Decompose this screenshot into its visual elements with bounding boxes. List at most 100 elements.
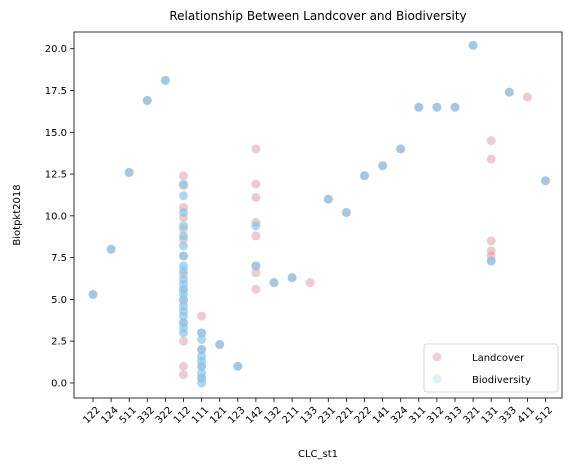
landcover-point <box>251 192 261 202</box>
landcover-point <box>486 246 496 256</box>
biodiversity-point <box>504 87 514 97</box>
x-tick-label: 511 <box>118 405 139 426</box>
x-tick-label: 311 <box>407 405 428 426</box>
biodiversity-point <box>197 361 207 371</box>
y-tick-label: 17.5 <box>45 86 67 97</box>
y-tick-label: 5.0 <box>51 295 67 306</box>
legend-label-landcover: Landcover <box>472 353 525 364</box>
x-tick-label: 132 <box>262 405 283 426</box>
x-tick-label: 322 <box>154 405 175 426</box>
y-tick-label: 2.5 <box>51 337 67 348</box>
biodiversity-point <box>197 378 207 388</box>
biodiversity-point <box>269 278 279 288</box>
biodiversity-point <box>197 328 207 338</box>
biodiversity-point <box>432 102 442 112</box>
x-tick-label: 312 <box>425 405 446 426</box>
landcover-point <box>197 311 207 321</box>
x-tick-label: 142 <box>244 405 265 426</box>
landcover-point <box>486 236 496 246</box>
biodiversity-point <box>160 75 170 85</box>
biodiversity-point <box>179 328 188 338</box>
biodiversity-point <box>179 191 188 201</box>
landcover-point <box>251 144 261 154</box>
landcover-point <box>179 370 188 380</box>
chart-title: Relationship Between Landcover and Biodi… <box>169 9 466 23</box>
x-tick-label: 133 <box>299 405 320 426</box>
landcover-point <box>251 231 261 241</box>
biodiversity-point <box>179 294 188 304</box>
x-tick-label: 123 <box>226 405 247 426</box>
biodiversity-point <box>287 273 297 283</box>
landcover-point <box>179 361 188 371</box>
biodiversity-point <box>341 207 351 217</box>
biodiversity-point <box>396 144 406 154</box>
biodiversity-point <box>323 194 333 204</box>
biodiversity-point <box>197 345 207 355</box>
landcover-point <box>251 179 261 189</box>
legend-marker-landcover <box>432 352 442 362</box>
x-tick-label: 411 <box>516 405 537 426</box>
biodiversity-point <box>378 161 388 171</box>
x-tick-label: 122 <box>81 405 102 426</box>
biodiversity-point <box>179 241 188 251</box>
biodiversity-point <box>124 167 134 177</box>
biodiversity-point <box>360 171 369 181</box>
x-tick-label: 141 <box>371 405 392 426</box>
data-points <box>88 40 550 388</box>
biodiversity-point <box>88 289 98 299</box>
x-tick-label: 333 <box>498 405 519 426</box>
biodiversity-point <box>541 176 550 186</box>
biodiversity-point <box>450 102 460 112</box>
biodiversity-point <box>106 244 116 254</box>
biodiversity-point <box>179 251 188 261</box>
biodiversity-point <box>179 179 188 189</box>
biodiversity-point <box>414 102 424 112</box>
biodiversity-point <box>251 261 261 271</box>
biodiversity-point <box>233 361 243 371</box>
landcover-point <box>251 268 261 278</box>
biodiversity-point <box>142 96 152 106</box>
y-axis-ticks: 0.0 2.5 5.0 7.5 10.0 12.5 15.0 17.5 20.0 <box>45 44 74 389</box>
x-tick-label: 121 <box>208 405 229 426</box>
x-tick-label: 222 <box>353 405 374 426</box>
x-tick-label: 321 <box>461 405 482 426</box>
plot-frame <box>73 31 563 399</box>
biodiversity-point <box>179 207 188 217</box>
x-tick-label: 112 <box>172 405 193 426</box>
x-tick-label: 221 <box>335 405 356 426</box>
x-tick-label: 313 <box>443 405 464 426</box>
biodiversity-point <box>486 256 496 266</box>
biodiversity-point <box>179 311 188 321</box>
y-tick-label: 10.0 <box>45 211 67 222</box>
biodiversity-point <box>468 40 478 50</box>
x-axis-label: CLC_st1 <box>298 449 338 460</box>
biodiversity-point <box>251 221 261 231</box>
x-axis-ticks: 1221245113323221121111211231421322111332… <box>81 398 555 426</box>
y-tick-label: 20.0 <box>45 44 67 55</box>
landcover-point <box>305 278 315 288</box>
legend-label-biodiversity: Biodiversity <box>472 375 531 386</box>
y-tick-label: 0.0 <box>51 378 67 389</box>
landcover-point <box>179 336 188 346</box>
y-tick-label: 15.0 <box>45 128 67 139</box>
landcover-point <box>251 284 261 294</box>
x-tick-label: 124 <box>99 405 120 426</box>
legend: Landcover Biodiversity <box>423 343 559 393</box>
biodiversity-point <box>179 231 188 241</box>
biodiversity-point <box>197 335 207 345</box>
x-tick-label: 111 <box>190 405 211 426</box>
x-tick-label: 231 <box>317 405 338 426</box>
landcover-point <box>486 136 496 146</box>
y-tick-label: 12.5 <box>45 170 67 181</box>
x-tick-label: 324 <box>389 405 410 426</box>
biodiversity-point <box>179 221 188 231</box>
legend-marker-biodiversity <box>432 374 442 384</box>
x-tick-label: 131 <box>480 405 501 426</box>
biodiversity-point <box>215 340 225 350</box>
y-tick-label: 7.5 <box>51 253 67 264</box>
landcover-point <box>522 92 532 102</box>
x-tick-label: 211 <box>280 405 301 426</box>
landcover-point <box>486 154 496 164</box>
landcover-point <box>179 171 188 181</box>
legend-box <box>423 343 559 393</box>
